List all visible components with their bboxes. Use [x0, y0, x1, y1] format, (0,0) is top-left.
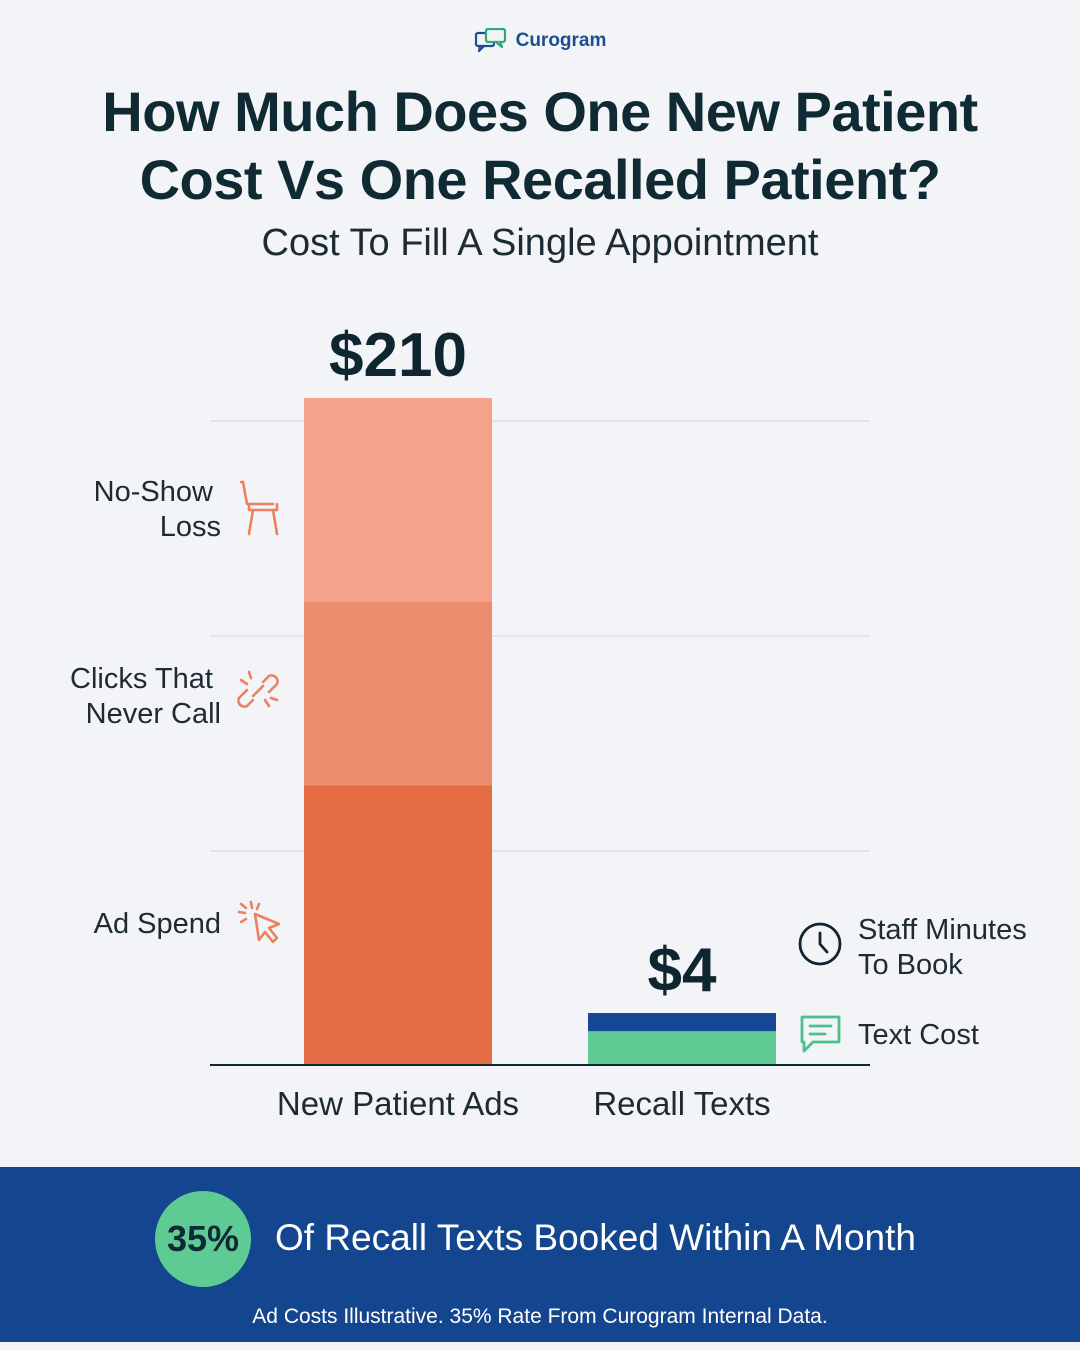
brand-name: Curogram: [515, 30, 607, 51]
page-title: How Much Does One New Patient Cost Vs On…: [40, 78, 1040, 214]
title-line-1: How Much Does One New Patient: [102, 80, 978, 143]
bar-segment-staff-minutes: [588, 1013, 776, 1032]
bar-segment-ad-spend: [304, 785, 492, 1065]
segment-label-no-show: No-Show Loss: [94, 476, 221, 543]
cursor-click-icon: [237, 900, 281, 944]
segment-label-clicks: Clicks That Never Call: [70, 663, 221, 730]
chair-icon: [239, 480, 279, 536]
brand-logo: Curogram: [0, 28, 1080, 54]
footnote: Ad Costs Illustrative. 35% Rate From Cur…: [252, 1305, 828, 1328]
title-line-2: Cost Vs One Recalled Patient?: [139, 148, 941, 211]
page-subtitle: Cost To Fill A Single Appointment: [261, 222, 819, 264]
segment-label-text-cost: Text Cost: [858, 1019, 979, 1051]
bar-total-label: $4: [648, 936, 717, 1005]
stat-text: Of Recall Texts Booked Within A Month: [275, 1217, 916, 1258]
broken-link-icon: [237, 670, 279, 708]
bar-total-label: $210: [329, 321, 467, 390]
x-tick-label: New Patient Ads: [277, 1085, 519, 1122]
chat-message-icon: [800, 1015, 841, 1053]
bar-segment-clicks-never-call: [304, 601, 492, 786]
segment-label-staff-minutes: Staff Minutes To Book: [858, 914, 1035, 981]
stat-badge: 35%: [155, 1191, 251, 1287]
bottom-strip: [0, 1342, 1080, 1350]
footer-banner: 35% Of Recall Texts Booked Within A Mont…: [0, 1167, 1080, 1342]
bar-segment-text-cost: [588, 1031, 776, 1065]
x-tick-label: Recall Texts: [593, 1085, 770, 1122]
clock-icon: [798, 922, 842, 966]
stacked-bar-chart: $210 $4 New Patient Ads Recall Texts No-…: [70, 321, 1035, 1122]
chat-bubbles-icon: [474, 28, 506, 53]
segment-label-ad-spend: Ad Spend: [94, 908, 221, 940]
bar-segment-no-show-loss: [304, 398, 492, 602]
